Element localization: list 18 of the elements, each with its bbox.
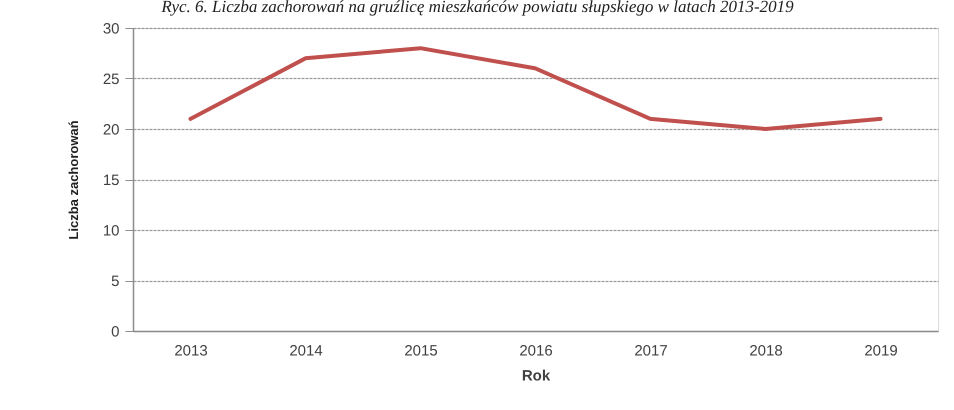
y-tick-label: 20 — [102, 122, 120, 138]
chart-title: Ryc. 6. Liczba zachorowań na gruźlicę mieszkańców powiatu słupskiego w latach 2013-2019 — [160, 0, 794, 16]
x-axis-title: Rok — [522, 368, 551, 384]
x-tick-label: 2017 — [634, 342, 668, 360]
y-tick-label: 0 — [111, 324, 120, 340]
x-tick-label: 2019 — [864, 342, 898, 360]
y-tick-label: 15 — [102, 172, 120, 189]
y-axis-title: Liczba zachorowań — [66, 120, 81, 240]
x-tick-label: 2013 — [174, 342, 208, 360]
y-tick-label: 5 — [111, 273, 120, 290]
x-tick-label: 2016 — [519, 342, 553, 360]
y-tick-label: 30 — [102, 20, 120, 38]
y-tick-label: 25 — [102, 71, 120, 88]
x-tick-label: 2015 — [404, 342, 438, 360]
x-tick-label: 2014 — [289, 342, 323, 360]
line-series — [188, 46, 882, 131]
y-tick-label: 10 — [102, 222, 120, 240]
x-tick-label: 2018 — [749, 342, 783, 360]
